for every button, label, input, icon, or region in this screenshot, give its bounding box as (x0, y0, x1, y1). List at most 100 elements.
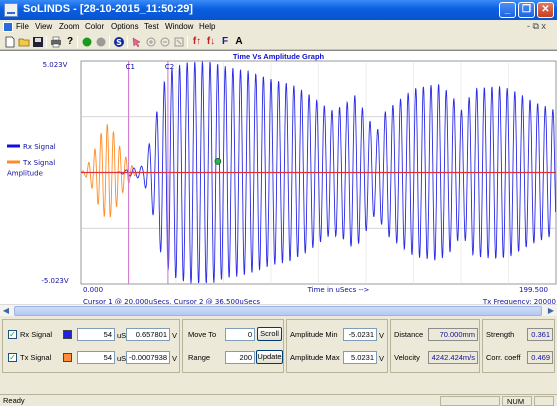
rx-color-swatch[interactable] (63, 330, 72, 339)
trace-up-icon[interactable]: f↑ (192, 36, 202, 47)
menu-test[interactable]: Test (144, 22, 159, 31)
minimize-button[interactable]: _ (499, 2, 516, 18)
cursor-info: Cursor 1 @ 20.000uSecs, Cursor 2 @ 36.50… (83, 298, 260, 305)
tx-voltage-unit: V (172, 354, 178, 363)
update-button[interactable]: Update (256, 350, 283, 364)
amplitude-max-input[interactable]: 5.0231 (343, 351, 377, 364)
distance-value: 70.000mm (428, 328, 478, 341)
zoom-in-icon[interactable] (145, 36, 157, 48)
save-icon[interactable] (32, 36, 44, 48)
menu-color[interactable]: Color (85, 22, 105, 31)
scroll-right-icon[interactable]: ▶ (547, 306, 555, 315)
y-axis-label: Amplitude (7, 170, 43, 178)
text-icon[interactable]: A (235, 36, 243, 47)
menu-help[interactable]: Help (199, 22, 216, 31)
stop-icon[interactable] (95, 36, 107, 48)
menu-view[interactable]: View (35, 22, 53, 31)
rx-signal-line (116, 61, 557, 284)
menu-options[interactable]: Options (111, 22, 139, 31)
measurement-group: Distance 70.000mm Velocity 4242.424m/s (390, 319, 480, 373)
fit-icon[interactable] (173, 36, 185, 48)
tx-signal-checkbox[interactable]: ✓ (8, 353, 17, 362)
move-to-label: Move To (188, 330, 217, 339)
cursor-1-label: C1 (126, 63, 135, 71)
zoom-out-icon[interactable] (159, 36, 171, 48)
amplitude-min-label: Amplitude Min (290, 330, 338, 339)
graph-panel[interactable]: C1 C2 5.023V -5.023V Amplitude Rx Signal Tx Si… (0, 50, 557, 305)
scroll-button[interactable]: Scroll (257, 327, 282, 341)
move-to-input[interactable]: 0 (225, 328, 255, 341)
tx-signal-line (80, 124, 139, 218)
legend-label: Rx Signal (23, 143, 56, 151)
rx-voltage-input[interactable]: 0.657801 (126, 328, 170, 341)
print-icon[interactable] (50, 36, 62, 48)
tx-voltage-input[interactable]: -0.0007938 (126, 351, 170, 364)
tx-frequency: Tx Frequency: 20000 (482, 298, 556, 305)
document-icon[interactable] (3, 22, 13, 32)
chart-title: Time Vs Amplitude Graph (232, 52, 325, 61)
rx-time-input[interactable]: 54 (77, 328, 115, 341)
tx-color-swatch[interactable] (63, 353, 72, 362)
quality-group: Strength 0.361 Corr. coeff 0.469 (482, 319, 555, 373)
x-end-label: 199.500 (519, 286, 548, 294)
menu-zoom[interactable]: Zoom (59, 22, 80, 31)
range-input[interactable]: 200 (225, 351, 255, 364)
svg-text:S: S (116, 38, 122, 47)
status-text: Ready (3, 396, 25, 405)
help-icon[interactable]: ? (66, 36, 74, 47)
menu-file[interactable]: File (16, 22, 29, 31)
velocity-label: Velocity (394, 353, 420, 362)
toolbar-separator (46, 36, 47, 48)
amplitude-max-unit: V (379, 354, 385, 363)
toolbar: ? S f↑ f↓ F A (0, 34, 557, 50)
trace-down-icon[interactable]: f↓ (206, 36, 216, 47)
app-icon (4, 3, 18, 17)
signal-group: ✓ Rx Signal 54 uS 0.657801 V ✓ Tx Signal… (2, 319, 180, 373)
amplitude-min-unit: V (379, 331, 385, 340)
y-min-label: -5.023V (41, 277, 69, 285)
rx-signal-checkbox[interactable]: ✓ (8, 330, 17, 339)
waveform-chart[interactable]: C1 C2 5.023V -5.023V Amplitude Rx Signal Tx Si… (0, 51, 557, 305)
amplitude-group: Amplitude Min -5.0231 V Amplitude Max 5.… (286, 319, 388, 373)
y-max-label: 5.023V (43, 61, 68, 69)
toolbar-separator (109, 36, 110, 48)
num-lock-indicator: NUM (507, 397, 525, 406)
title-bar[interactable]: SoLINDS - [28-10-2015_11:50:29] _ ❐ ✕ (0, 0, 557, 20)
window-title: SoLINDS - [28-10-2015_11:50:29] (23, 3, 193, 15)
navigation-group: Move To 0 Scroll Range 200 Update (182, 319, 284, 373)
legend-label: Tx Signal (22, 159, 55, 167)
mdi-window-controls[interactable]: - ⧉ x (527, 21, 546, 31)
rx-time-unit: uS (117, 331, 127, 340)
tx-time-unit: uS (117, 354, 127, 363)
font-icon[interactable]: F (221, 36, 229, 47)
status-pane-extra (534, 396, 554, 406)
scan-icon[interactable]: S (113, 36, 125, 48)
x-start-label: 0.000 (83, 286, 103, 294)
rx-voltage-unit: V (172, 331, 178, 340)
maximize-button[interactable]: ❐ (518, 2, 535, 18)
x-axis-label: Time in uSecs --> (307, 286, 370, 294)
toolbar-separator (187, 36, 188, 48)
strength-value: 0.361 (527, 328, 553, 341)
record-icon[interactable] (81, 36, 93, 48)
rx-signal-label: Rx Signal (20, 330, 53, 339)
tx-time-input[interactable]: 54 (77, 351, 115, 364)
cursor-marker (214, 158, 222, 165)
status-pane (440, 396, 500, 406)
amplitude-min-input[interactable]: -5.0231 (343, 328, 377, 341)
corr-coeff-label: Corr. coeff (486, 353, 521, 362)
distance-label: Distance (394, 330, 424, 339)
open-icon[interactable] (18, 36, 30, 48)
velocity-value: 4242.424m/s (428, 351, 478, 364)
cursor-icon[interactable] (131, 36, 143, 48)
new-icon[interactable] (4, 36, 16, 48)
menu-bar: File View Zoom Color Options Test Window… (0, 20, 557, 34)
status-bar: Ready NUM (0, 394, 557, 406)
close-button[interactable]: ✕ (537, 2, 554, 18)
scroll-thumb[interactable] (14, 306, 542, 316)
menu-window[interactable]: Window (165, 22, 194, 31)
horizontal-scrollbar[interactable]: ◀ ▶ (0, 304, 557, 316)
cursor-2-label: C2 (165, 63, 174, 71)
scroll-left-icon[interactable]: ◀ (2, 306, 10, 315)
